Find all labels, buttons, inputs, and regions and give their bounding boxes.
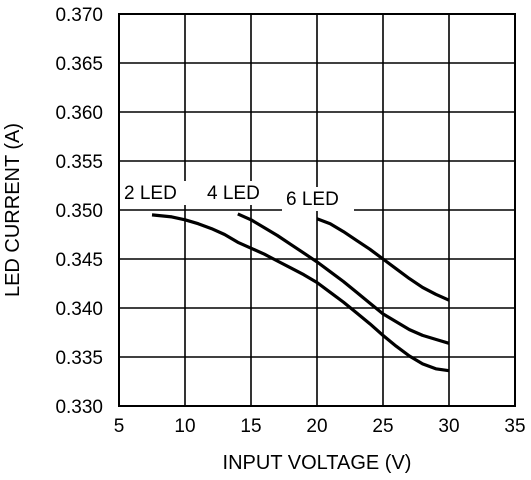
tick-label-layer: 5 10 15 20 25 30 35 0.330 0.335 0.340 0.345 0.350 0.… [55, 5, 525, 437]
y-tick-label: 0.355 [55, 152, 103, 173]
y-tick-label: 0.360 [55, 103, 103, 124]
x-axis-title: INPUT VOLTAGE (V) [223, 452, 412, 474]
y-tick-label: 0.365 [55, 54, 103, 75]
series-label-background [120, 181, 192, 205]
series-label: 4 LED [207, 183, 260, 204]
y-tick-label: 0.370 [55, 5, 103, 26]
x-tick-label: 15 [240, 416, 261, 437]
series-line-2 [237, 212, 450, 345]
y-tick-label: 0.335 [55, 348, 103, 369]
x-tick-label: 20 [306, 416, 327, 437]
y-tick-label: 0.330 [55, 397, 103, 418]
plot-frame [118, 13, 516, 407]
x-tick-label: 5 [114, 416, 125, 437]
x-tick-label: 10 [174, 416, 195, 437]
y-tick-label: 0.350 [55, 201, 103, 222]
y-tick-label: 0.345 [55, 250, 103, 271]
x-tick-label: 35 [504, 416, 525, 437]
series-label-layer: 2 LED 4 LED 6 LED [120, 181, 354, 211]
series-line-3 [316, 217, 450, 302]
y-tick-label: 0.340 [55, 299, 103, 320]
series-label: 6 LED [286, 189, 339, 210]
series-label-background [203, 181, 275, 205]
series-label-background [282, 187, 354, 211]
x-tick-label: 25 [372, 416, 393, 437]
series-line-1 [151, 213, 450, 373]
curve-layer [151, 212, 450, 373]
series-label: 2 LED [124, 183, 177, 204]
y-axis-title: LED CURRENT (A) [2, 123, 24, 297]
x-tick-label: 30 [438, 416, 459, 437]
